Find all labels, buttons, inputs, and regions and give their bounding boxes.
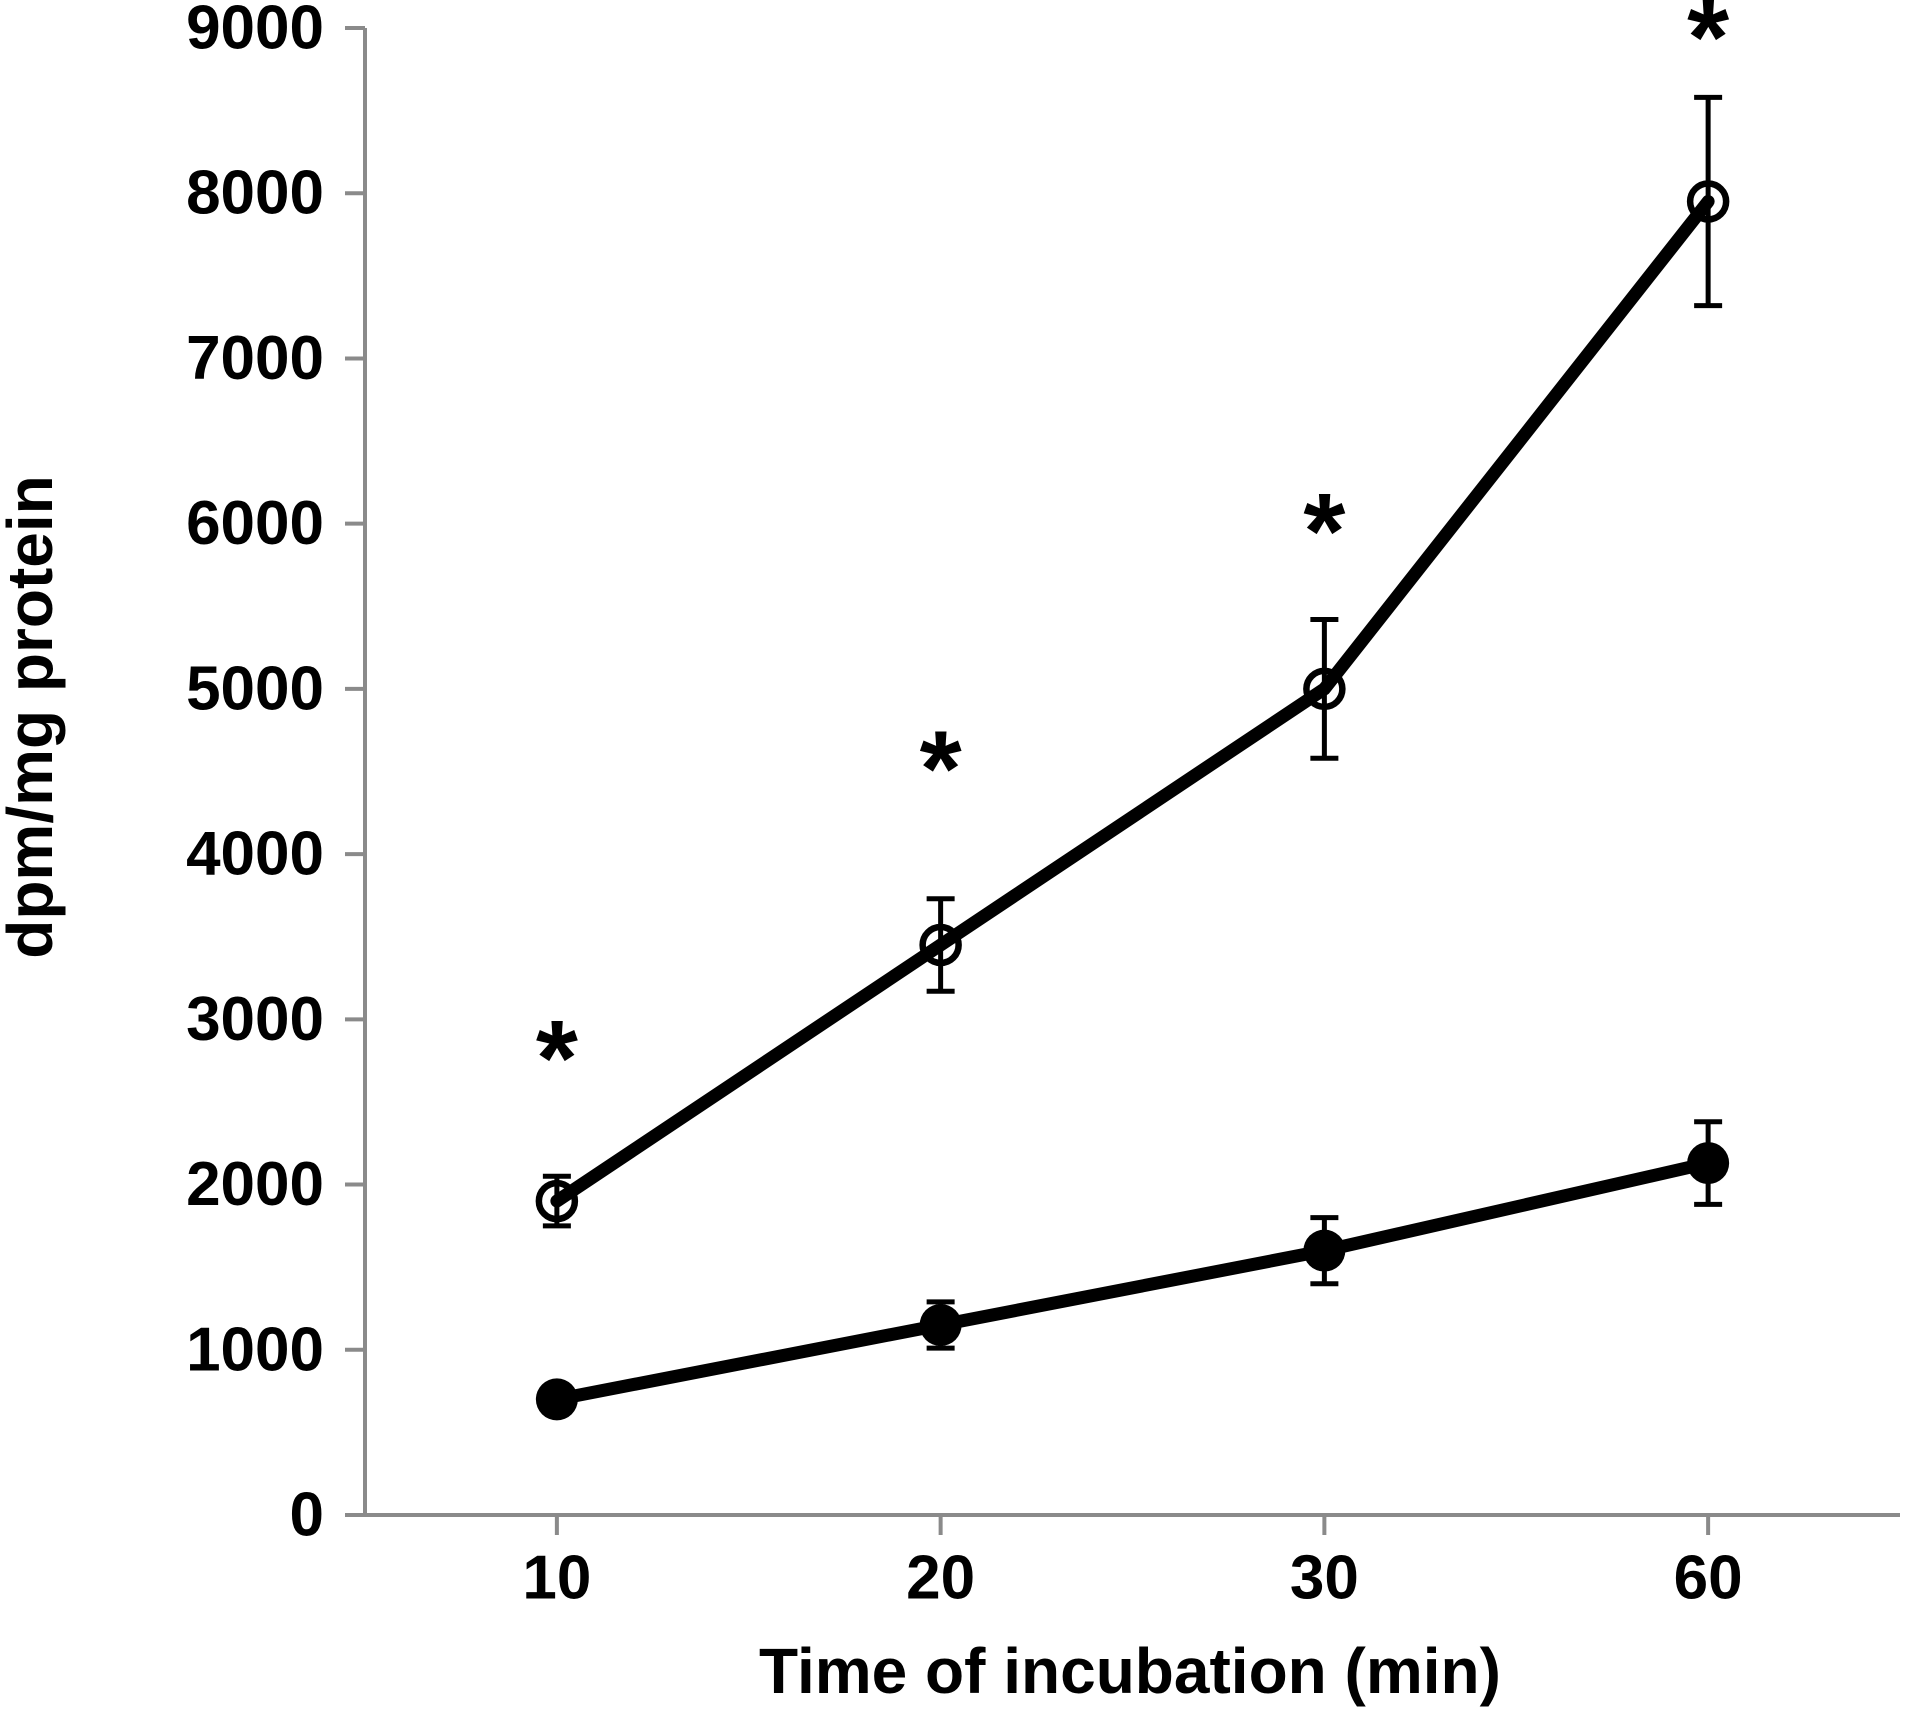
plot-area: 0 1000 2000 3000 4000 5000 6000 7000 8000 9000 10 2…	[186, 0, 1900, 1613]
y-tick-label: 9000	[186, 0, 324, 63]
y-tick-label: 8000	[186, 159, 324, 228]
y-axis-title: dpm/mg protein	[0, 475, 66, 959]
filled-circle-marker	[1303, 1229, 1346, 1272]
filled-circle-marker	[919, 1303, 962, 1346]
x-axis-title: Time of incubation (min)	[759, 1635, 1501, 1707]
error-bar	[1310, 616, 1339, 761]
series-line-filled-circle-series	[550, 1156, 1715, 1406]
filled-circle-marker	[535, 1378, 578, 1421]
error-bar	[1694, 94, 1723, 309]
x-tick-label: 30	[1290, 1544, 1359, 1613]
y-tick-label: 6000	[186, 489, 324, 558]
series-filled-circle-series	[535, 1119, 1730, 1421]
significance-asterisk: *	[920, 708, 962, 829]
y-axis-ticks: 0 1000 2000 3000 4000 5000 6000 7000 8000 9000	[186, 0, 365, 1550]
x-tick-label: 10	[522, 1544, 591, 1613]
y-tick-label: 1000	[186, 1315, 324, 1384]
series-open-circle-series	[535, 94, 1730, 1229]
y-tick-label: 4000	[186, 820, 324, 889]
significance-asterisk: *	[536, 997, 578, 1118]
x-tick-label: 60	[1674, 1544, 1743, 1613]
x-axis-ticks: 10 20 30 60	[522, 1515, 1743, 1613]
error-bar	[926, 896, 955, 994]
axes	[363, 28, 1900, 1517]
open-circle-marker	[1303, 667, 1346, 711]
open-circle-marker	[535, 1179, 579, 1223]
significance-asterisk: *	[1687, 0, 1729, 97]
x-tick-label: 20	[906, 1544, 975, 1613]
y-tick-label: 2000	[186, 1150, 324, 1219]
y-tick-label: 5000	[186, 654, 324, 723]
open-circle-marker	[1686, 180, 1730, 223]
y-tick-label: 3000	[186, 985, 324, 1054]
filled-circle-marker	[1687, 1142, 1730, 1185]
y-tick-label: 7000	[186, 324, 324, 393]
open-circle-marker	[919, 923, 962, 967]
significance-asterisk: *	[1303, 470, 1345, 591]
y-tick-label: 0	[290, 1481, 324, 1550]
annotations: * * * *	[536, 0, 1729, 1118]
series-line-open-circle-series	[550, 194, 1715, 1208]
